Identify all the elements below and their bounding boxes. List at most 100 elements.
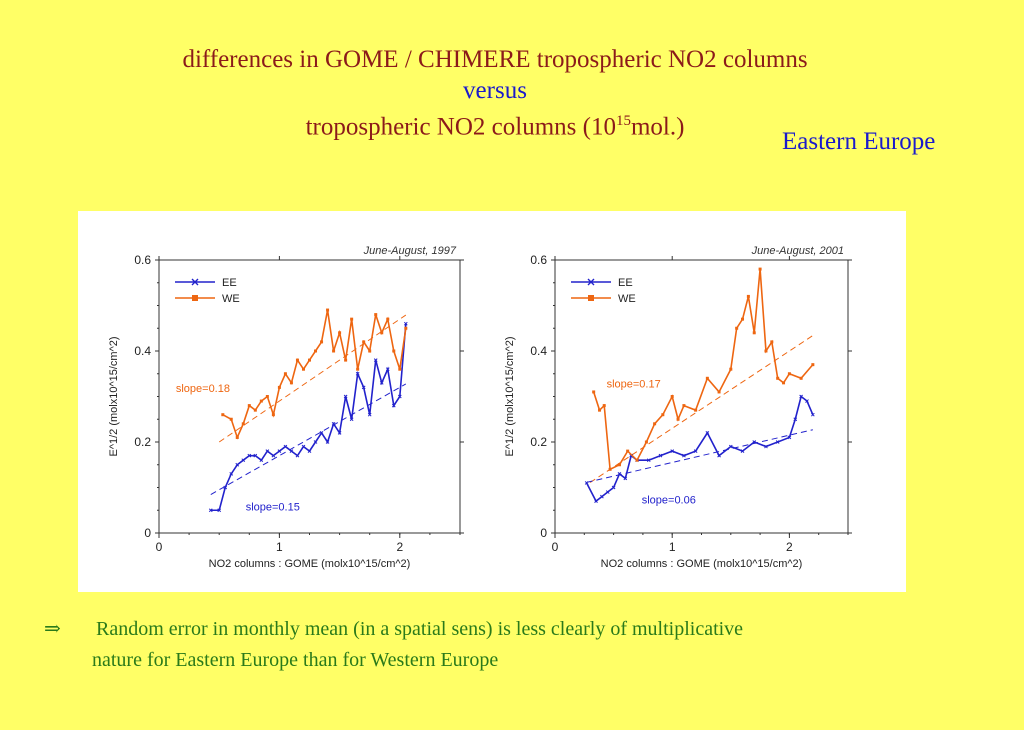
chart1-point-ee [223,485,228,490]
chart1-series-line-ee [210,323,407,512]
title-line-3-pre: tropospheric NO2 columns (10 [305,113,616,141]
conclusion-text: ⇒ Random error in monthly mean (in a spat… [44,614,944,676]
chart2-series-line-ee [585,395,814,503]
chart1-point-we [338,331,342,335]
chart1-series-line-we [222,309,407,440]
title-line-3-post: mol.) [630,113,685,141]
chart1-ytick-label: 0.2 [134,435,151,449]
chart2-ytick-label: 0.6 [530,253,547,267]
chart1-point-ee [259,458,264,463]
chart1-point-we [235,435,239,439]
chart1-point-ee [283,444,288,449]
title-line-3-sup: 15 [615,113,631,129]
conclusion-line-2: nature for Eastern Europe than for Weste… [92,649,499,671]
chart2-ytick-label: 0.2 [530,435,547,449]
chart2-point-ee [728,444,733,449]
chart2-point-we [635,458,639,462]
chart2-point-we [602,404,606,408]
title-line-3: tropospheric NO2 columns (1015mol.) [0,106,990,142]
chart1-y-axis-label: E^1/2 (molx10^15/cm^2) [108,336,120,456]
chart1-point-we [229,417,233,421]
chart1-point-we [350,317,354,321]
chart2-ytick-label: 0 [540,526,547,540]
chart2-point-ee [646,458,651,463]
chart1-point-we [320,340,324,344]
chart1-point-ee [373,358,378,362]
chart1-point-we [386,317,390,321]
chart2-point-we [741,317,745,321]
chart2-point-ee [805,399,809,403]
chart2-point-we [735,326,739,330]
chart1-point-we [301,367,305,371]
chart2-point-we [682,404,686,408]
chart2-point-we [782,381,786,385]
chart1-slope-label-we: slope=0.18 [176,383,230,395]
chart1-legend-marker-ee [191,278,199,286]
chart1-point-we [259,399,263,403]
chart2-point-ee [617,471,622,476]
chart1-point-we [289,381,293,385]
chart2-point-ee [717,453,721,458]
chart2-point-ee [705,431,710,435]
chart1-point-ee [391,403,396,408]
chart1-point-we [241,422,245,426]
chart1-point-ee [403,321,408,326]
chart2-point-ee [740,449,745,453]
chart1-point-ee [301,444,306,449]
chart2-y-axis-label: E^1/2 (molx10^15/cm^2) [504,336,516,456]
chart1-point-we [295,358,299,362]
chart1-point-ee [271,453,276,458]
chart2-fit-line-we [589,335,814,483]
chart1-point-ee [307,449,312,453]
chart2-point-ee [611,485,616,490]
chart1-point-we [247,404,251,408]
chart2-point-we [705,376,709,380]
slide-title: differences in GOME / CHIMERE tropospher… [0,44,990,142]
chart2-title: June-August, 2001 [751,245,844,257]
chart2-x-axis-label: NO2 columns : GOME (molx10^15/cm^2) [601,558,803,570]
chart1-ytick-label: 0 [144,526,151,540]
chart1-legend-marker-we [192,295,198,301]
chart2-point-we [670,395,674,398]
chart1-point-we [398,367,402,371]
chart1-plot-frame [158,259,461,534]
chart2-point-ee [670,449,675,453]
chart1-point-we [344,358,348,362]
chart1-point-ee [319,431,324,435]
chart1-point-ee [337,431,342,435]
chart2-point-we [787,372,791,376]
chart2-point-we [717,390,721,394]
chart1-legend-label-ee: EE [222,277,237,289]
chart2-point-we [729,367,733,371]
chart1-point-we [356,367,360,371]
chart1-point-ee [379,380,384,385]
chart1-point-we [326,308,330,312]
chart2-point-we [776,376,780,380]
chart1-point-ee [295,453,300,458]
chart2-point-we [644,440,648,444]
chart2-point-we [758,267,762,271]
chart1-point-ee [343,394,348,399]
chart1-point-we [308,358,311,362]
chart2-point-we [592,390,596,394]
chart1-point-ee [361,385,366,390]
chart1-ytick-label: 0.4 [134,344,151,358]
chart2-point-we [608,467,612,471]
chart2-point-ee [658,453,663,458]
chart1-legend-label-we: WE [222,293,240,305]
chart1-point-ee [265,449,270,453]
chart2-point-ee [693,449,698,453]
chart1-point-we [404,326,408,330]
chart1-point-ee [235,462,240,467]
chart1-point-ee [355,371,360,376]
chart2-point-we [752,331,756,335]
chart1-point-ee [277,449,282,453]
chart1-point-we [362,340,366,344]
chart1-point-we [380,331,384,335]
chart2-legend-label-ee: EE [618,277,633,289]
chart2-point-we [676,417,680,421]
chart1-slope-label-ee: slope=0.15 [246,501,300,513]
chart1-point-ee [289,449,294,453]
chart2-point-ee [682,453,686,458]
chart2-point-ee [799,394,803,399]
